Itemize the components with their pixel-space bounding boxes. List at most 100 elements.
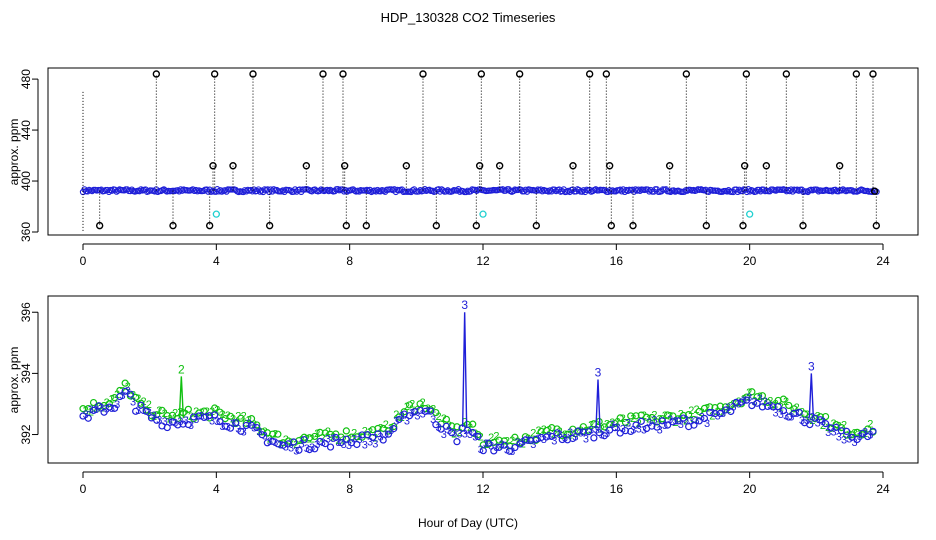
bottom-series-3-point bbox=[453, 438, 461, 446]
bottom-series-2-point bbox=[158, 406, 166, 414]
bottom-series-3-label: 3 bbox=[151, 410, 157, 422]
top-plot-frame bbox=[47, 67, 919, 236]
bottom-spike bbox=[461, 312, 468, 427]
bottom-series-3-label: 3 bbox=[841, 434, 847, 446]
bottom-series-2-label: 2 bbox=[767, 395, 773, 407]
top-baseline-point bbox=[462, 188, 470, 196]
bottom-series-2-label: 2 bbox=[183, 409, 189, 421]
bottom-series-2-point bbox=[163, 412, 171, 420]
bottom-y-tick-label: 396 bbox=[19, 302, 33, 322]
bottom-series-3-point bbox=[853, 435, 861, 444]
bottom-series-3-point bbox=[816, 416, 824, 424]
bottom-series-3-point bbox=[627, 427, 635, 436]
top-baseline-point bbox=[559, 187, 566, 195]
top-baseline-point bbox=[551, 186, 558, 193]
bottom-series-3-label: 3 bbox=[83, 409, 89, 421]
bottom-series-3-point bbox=[590, 434, 598, 442]
bottom-series-3-label: 3 bbox=[557, 429, 563, 441]
top-flag-point bbox=[95, 221, 104, 230]
bottom-series-3-point bbox=[353, 440, 361, 449]
bottom-series-2-point bbox=[311, 432, 319, 441]
bottom-x-tick-label: 16 bbox=[610, 482, 624, 496]
bottom-series-3-label: 3 bbox=[362, 439, 368, 451]
bottom-series-3-point bbox=[511, 443, 519, 452]
bottom-series-3-point bbox=[258, 431, 266, 439]
bottom-x-tick-label: 8 bbox=[346, 482, 353, 496]
bottom-series-2-point bbox=[758, 392, 767, 400]
bottom-series-3-label: 3 bbox=[830, 427, 836, 439]
bottom-series-3-point bbox=[621, 427, 630, 435]
top-baseline-point bbox=[308, 188, 316, 195]
bottom-series-3-point bbox=[242, 421, 250, 430]
top-y-tick-label: 360 bbox=[19, 222, 33, 242]
bottom-series-2-label: 2 bbox=[98, 402, 104, 414]
top-baseline-point bbox=[517, 186, 525, 193]
bottom-series-2-point bbox=[627, 412, 635, 420]
bottom-series-3-point bbox=[795, 408, 803, 417]
bottom-series-2-point bbox=[405, 401, 414, 409]
top-baseline-point bbox=[539, 188, 546, 195]
bottom-series-3-point bbox=[858, 429, 867, 437]
top-flag-point bbox=[339, 70, 347, 78]
x-axis-label: Hour of Day (UTC) bbox=[418, 516, 518, 530]
top-baseline-point bbox=[174, 187, 181, 194]
top-flag-point bbox=[602, 70, 611, 78]
top-baseline-point bbox=[137, 186, 145, 193]
bottom-series-2-label: 2 bbox=[651, 410, 657, 422]
bottom-series-2-label: 2 bbox=[630, 413, 636, 425]
bottom-series-2-point bbox=[837, 424, 846, 432]
top-flag-point bbox=[419, 70, 427, 78]
top-x-tick-label: 24 bbox=[876, 254, 890, 268]
bottom-series-2-point bbox=[448, 422, 456, 430]
bottom-series-3-label: 3 bbox=[725, 402, 731, 414]
top-flag-point bbox=[739, 221, 747, 230]
bottom-series-3-point bbox=[363, 431, 371, 439]
top-marks bbox=[79, 70, 881, 232]
top-baseline-point bbox=[575, 186, 583, 194]
bottom-series-3-point bbox=[700, 414, 709, 423]
bottom-series-3-label: 3 bbox=[262, 430, 268, 442]
bottom-x-tick-label: 24 bbox=[876, 482, 890, 496]
bottom-y-tick-label: 394 bbox=[19, 363, 33, 383]
bottom-series-3-point bbox=[232, 419, 240, 427]
bottom-series-2-point bbox=[258, 428, 266, 436]
bottom-series-3-label: 3 bbox=[773, 407, 779, 419]
bottom-series-2-point bbox=[785, 401, 793, 410]
bottom-series-3-point bbox=[579, 428, 587, 436]
bottom-series-2-point bbox=[274, 430, 282, 438]
bottom-series-3-label: 3 bbox=[867, 429, 873, 441]
top-cyan-point bbox=[212, 210, 220, 218]
bottom-series-3-point bbox=[311, 445, 319, 453]
bottom-series-2-point bbox=[500, 437, 508, 445]
bottom-series-3-label: 3 bbox=[162, 416, 168, 428]
bottom-series-3-point bbox=[679, 414, 688, 422]
bottom-series-2-point bbox=[685, 411, 693, 419]
top-baseline-point bbox=[114, 187, 122, 194]
bottom-series-3-point bbox=[290, 438, 298, 446]
bottom-series-2-point bbox=[269, 430, 277, 438]
top-flag-point bbox=[762, 162, 771, 170]
bottom-series-2-point bbox=[132, 393, 140, 401]
top-axes: 0 4 8 12 16 20 24 360 400 440 480 bbox=[19, 69, 890, 268]
top-flag-point bbox=[495, 162, 504, 170]
bottom-series-3-point bbox=[100, 408, 108, 416]
bottom-series-2-label: 2 bbox=[351, 427, 357, 439]
bottom-series-3-label: 3 bbox=[125, 386, 131, 398]
bottom-series-3-label: 3 bbox=[609, 419, 615, 431]
top-x-tick-label: 16 bbox=[610, 254, 624, 268]
bottom-series-3-label: 3 bbox=[404, 415, 410, 427]
bottom-series-2-point bbox=[400, 408, 408, 416]
bottom-series-3-label: 3 bbox=[441, 429, 447, 441]
bottom-series-2-point bbox=[632, 412, 640, 420]
bottom-series-3-point bbox=[500, 441, 508, 449]
top-flag-point bbox=[477, 70, 486, 78]
bottom-series-2-point bbox=[832, 420, 840, 429]
bottom-series-2-label: 2 bbox=[615, 417, 621, 429]
top-baseline-point bbox=[258, 187, 265, 194]
bottom-series-3-label: 3 bbox=[736, 399, 742, 411]
bottom-series-3-point bbox=[674, 417, 682, 425]
bottom-series-2-label: 2 bbox=[83, 405, 89, 417]
bottom-series-3-label: 3 bbox=[520, 437, 526, 449]
top-baseline-point bbox=[253, 187, 261, 195]
bottom-series-3-label: 3 bbox=[567, 427, 573, 439]
